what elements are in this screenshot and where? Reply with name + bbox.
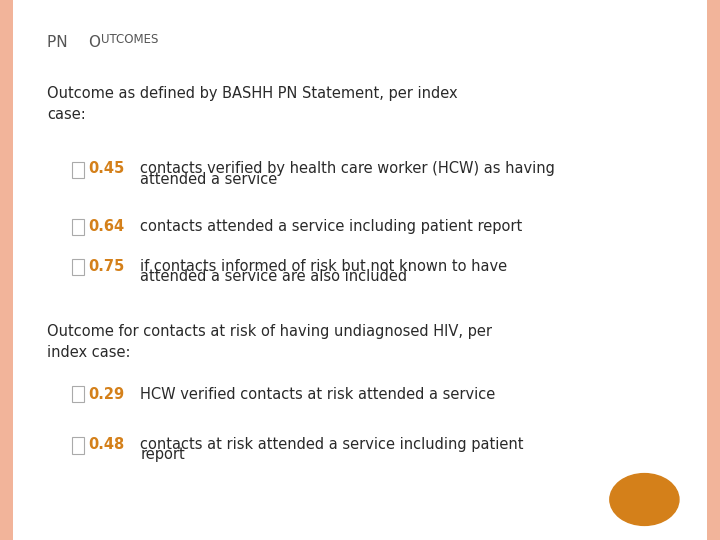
Text: report: report bbox=[140, 447, 185, 462]
Text: contacts attended a service including patient report: contacts attended a service including pa… bbox=[140, 219, 523, 234]
Text: if contacts informed of risk but not known to have: if contacts informed of risk but not kno… bbox=[140, 259, 508, 273]
Text: Outcome for contacts at risk of having undiagnosed HIV, per
index case:: Outcome for contacts at risk of having u… bbox=[47, 324, 492, 360]
Bar bbox=[72, 437, 84, 454]
Text: contacts at risk attended a service including patient: contacts at risk attended a service incl… bbox=[140, 437, 524, 451]
Text: PN: PN bbox=[47, 35, 72, 50]
Bar bbox=[72, 219, 84, 235]
Text: 0.29: 0.29 bbox=[88, 387, 124, 402]
Text: O: O bbox=[88, 35, 100, 50]
Text: attended a service are also included: attended a service are also included bbox=[140, 269, 408, 284]
Bar bbox=[72, 386, 84, 402]
Text: attended a service: attended a service bbox=[140, 172, 278, 186]
Text: Outcome as defined by BASHH PN Statement, per index
case:: Outcome as defined by BASHH PN Statement… bbox=[47, 86, 457, 123]
Bar bbox=[0, 0, 13, 540]
Text: 0.45: 0.45 bbox=[88, 161, 124, 176]
Text: contacts verified by health care worker (HCW) as having: contacts verified by health care worker … bbox=[140, 161, 555, 176]
Text: 0.75: 0.75 bbox=[88, 259, 124, 273]
Text: 0.48: 0.48 bbox=[88, 437, 124, 451]
Text: UTCOMES: UTCOMES bbox=[101, 33, 158, 46]
Bar bbox=[72, 162, 84, 178]
Text: 0.64: 0.64 bbox=[88, 219, 124, 234]
Circle shape bbox=[610, 474, 679, 525]
Text: HCW verified contacts at risk attended a service: HCW verified contacts at risk attended a… bbox=[140, 387, 495, 402]
Bar bbox=[72, 259, 84, 275]
Bar bbox=[707, 0, 720, 540]
